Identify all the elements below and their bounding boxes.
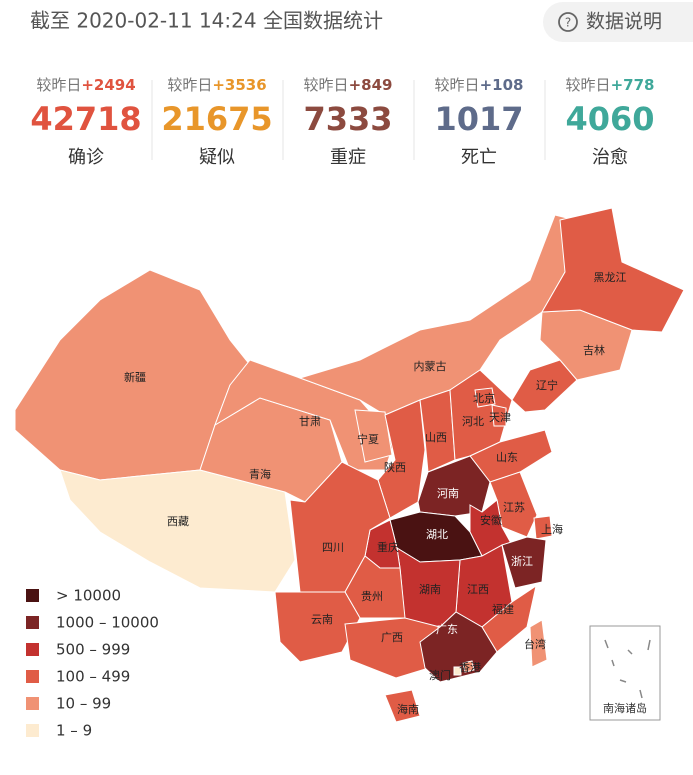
header-title: 截至 2020-02-11 14:24 全国数据统计 bbox=[30, 9, 383, 33]
stat-name: 死亡 bbox=[461, 147, 497, 168]
province bbox=[59, 469, 296, 593]
legend-label: 1 – 9 bbox=[56, 722, 92, 740]
province bbox=[491, 404, 507, 427]
province-label: 北京 bbox=[473, 391, 495, 405]
stat-delta-line: 较昨日+108 bbox=[435, 76, 524, 94]
province-label: 湖北 bbox=[426, 528, 448, 541]
province-label: 陕西 bbox=[384, 460, 406, 474]
legend-label: > 10000 bbox=[56, 587, 121, 605]
province-label: 海南 bbox=[397, 702, 419, 716]
province bbox=[214, 359, 396, 471]
province-label: 江苏 bbox=[503, 501, 525, 514]
legend-swatch bbox=[26, 697, 39, 710]
province-label: 浙江 bbox=[511, 555, 533, 568]
province-label: 河北 bbox=[462, 415, 484, 428]
province-label: 重庆 bbox=[377, 540, 399, 554]
help-label[interactable]: 数据说明 bbox=[586, 11, 662, 33]
province bbox=[354, 409, 393, 463]
province bbox=[474, 387, 496, 408]
province-label: 香港 bbox=[459, 661, 481, 674]
stat-delta-label: 较昨日 bbox=[304, 76, 349, 94]
inset-label: 南海诸岛 bbox=[603, 701, 647, 715]
legend-swatch bbox=[26, 589, 39, 602]
stat-value: 4060 bbox=[565, 100, 654, 138]
province-label: 西藏 bbox=[167, 515, 189, 528]
stat-delta-line: 较昨日+3536 bbox=[167, 76, 266, 94]
province-label: 青海 bbox=[249, 467, 271, 481]
stat-delta: +2494 bbox=[81, 76, 135, 94]
province bbox=[533, 515, 553, 540]
province-label: 上海 bbox=[541, 522, 563, 536]
province-label: 广东 bbox=[436, 623, 458, 636]
province-label: 辽宁 bbox=[536, 378, 558, 392]
province-label: 江西 bbox=[467, 583, 489, 596]
legend-label: 500 – 999 bbox=[56, 641, 130, 659]
province-label: 吉林 bbox=[583, 343, 605, 357]
province bbox=[384, 689, 421, 723]
province-label: 山西 bbox=[425, 431, 447, 444]
province-label: 台湾 bbox=[524, 637, 546, 651]
province bbox=[453, 666, 462, 676]
province-label: 内蒙古 bbox=[414, 359, 447, 373]
province-label: 宁夏 bbox=[357, 432, 379, 446]
stat-delta-label: 较昨日 bbox=[566, 76, 611, 94]
province-label: 湖南 bbox=[419, 583, 441, 596]
legend-label: 10 – 99 bbox=[56, 695, 111, 713]
province bbox=[462, 660, 475, 673]
stat-delta: +3536 bbox=[212, 76, 266, 94]
stat-delta-line: 较昨日+778 bbox=[566, 76, 655, 94]
stat-delta: +778 bbox=[611, 76, 655, 94]
province-label: 甘肃 bbox=[299, 415, 321, 428]
province-label: 贵州 bbox=[361, 590, 383, 603]
province-label: 云南 bbox=[311, 613, 333, 626]
province-label: 山东 bbox=[496, 451, 518, 464]
province bbox=[419, 611, 498, 683]
province-label: 福建 bbox=[492, 602, 514, 616]
province bbox=[501, 536, 547, 589]
help-icon-mark: ? bbox=[565, 16, 571, 30]
legend-label: 1000 – 10000 bbox=[56, 614, 159, 632]
stat-value: 42718 bbox=[30, 100, 141, 138]
province-label: 澳门 bbox=[429, 668, 451, 682]
help-icon bbox=[558, 12, 578, 32]
stat-delta-line: 较昨日+2494 bbox=[36, 76, 135, 94]
map bbox=[14, 207, 685, 723]
inset-frame bbox=[589, 625, 661, 721]
legend-swatch bbox=[26, 616, 39, 629]
stat-value: 1017 bbox=[434, 100, 523, 138]
stat-delta: +849 bbox=[349, 76, 393, 94]
province-label: 安徽 bbox=[480, 513, 502, 527]
stat-delta-label: 较昨日 bbox=[435, 76, 480, 94]
help-button[interactable] bbox=[543, 2, 693, 42]
legend-label: 100 – 499 bbox=[56, 668, 130, 686]
stat-name: 确诊 bbox=[68, 147, 104, 168]
stat-name: 治愈 bbox=[592, 147, 628, 168]
stat-delta-label: 较昨日 bbox=[167, 76, 212, 94]
province-label: 四川 bbox=[322, 541, 344, 554]
province-label: 新疆 bbox=[124, 370, 146, 384]
province bbox=[274, 591, 361, 663]
stat-delta: +108 bbox=[480, 76, 524, 94]
stat-name: 疑似 bbox=[199, 147, 235, 168]
inset-islands bbox=[604, 639, 651, 699]
stat-name: 重症 bbox=[330, 147, 366, 168]
province-label: 河南 bbox=[437, 487, 459, 500]
province-label: 天津 bbox=[489, 411, 511, 424]
province bbox=[541, 207, 685, 333]
stat-delta-label: 较昨日 bbox=[36, 76, 81, 94]
legend-swatch bbox=[26, 643, 39, 656]
stat-value: 21675 bbox=[161, 100, 272, 138]
stat-delta-line: 较昨日+849 bbox=[304, 76, 393, 94]
province-label: 黑龙江 bbox=[594, 271, 627, 284]
province bbox=[529, 619, 548, 668]
legend-swatch bbox=[26, 670, 39, 683]
stat-value: 7333 bbox=[303, 100, 392, 138]
province-label: 广西 bbox=[381, 631, 403, 644]
legend-swatch bbox=[26, 724, 39, 737]
province bbox=[419, 389, 456, 473]
